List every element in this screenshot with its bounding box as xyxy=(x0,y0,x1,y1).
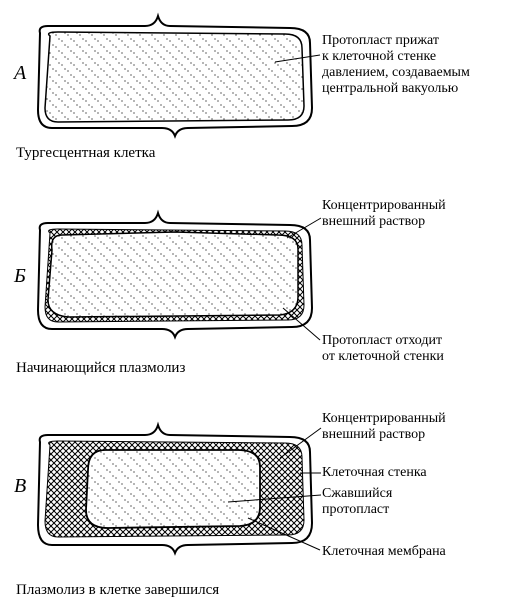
panel-c-caption: Плазмолиз в клетке завершился xyxy=(16,582,219,599)
panel-c-leaders xyxy=(0,0,515,615)
